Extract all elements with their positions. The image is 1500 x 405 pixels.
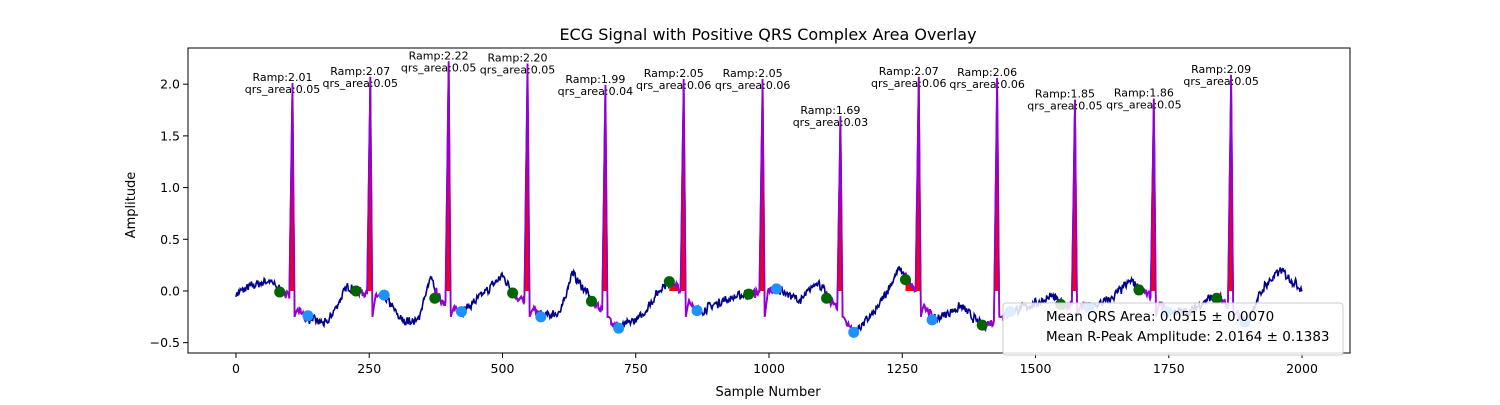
qrs-area-fill: [355, 76, 385, 292]
y-tick-label: 0.0: [160, 283, 180, 298]
r-amplitude-label: Ramp:1.85: [1035, 88, 1095, 101]
qrs-onset-marker: [821, 292, 833, 304]
x-tick-label: 1250: [886, 361, 918, 376]
y-axis-label: Amplitude: [124, 172, 139, 239]
r-amplitude-label: Ramp:1.99: [565, 73, 625, 86]
chart-title: ECG Signal with Positive QRS Complex Are…: [559, 25, 976, 44]
qrs-area-fill: [591, 85, 619, 291]
qrs-offset-marker: [455, 306, 467, 318]
qrs-area-label: qrs_area:0.05: [480, 64, 555, 77]
r-amplitude-label: Ramp:2.06: [957, 66, 1017, 79]
y-tick-label: 1.0: [160, 180, 180, 195]
qrs-area-label: qrs_area:0.05: [323, 77, 398, 90]
y-tick-label: 2.0: [160, 77, 180, 92]
y-tick-label: 0.5: [160, 232, 180, 247]
qrs-area-fill: [669, 79, 697, 291]
qrs-offset-marker: [613, 322, 625, 334]
qrs-area-label: qrs_area:0.06: [949, 78, 1024, 91]
qrs-area-fill: [826, 116, 854, 291]
qrs-segment-line: [278, 83, 309, 324]
x-tick-label: 1000: [753, 361, 785, 376]
y-tick-label: 1.5: [160, 128, 180, 143]
qrs-onset-marker: [429, 292, 441, 304]
qrs-area-label: qrs_area:0.04: [558, 85, 633, 98]
qrs-area-label: qrs_area:0.05: [1106, 99, 1181, 112]
r-amplitude-label: Ramp:2.05: [723, 67, 783, 80]
qrs-area-label: qrs_area:0.05: [245, 83, 320, 96]
r-amplitude-label: Ramp:1.69: [800, 104, 860, 117]
r-amplitude-label: Ramp:2.09: [1191, 63, 1251, 76]
plot-area: [235, 61, 1303, 338]
qrs-onset-marker: [350, 285, 362, 297]
qrs-offset-marker: [378, 289, 390, 301]
qrs-segment-line: [981, 77, 1011, 333]
x-tick-label: 500: [491, 361, 515, 376]
qrs-area-fill: [748, 79, 777, 291]
qrs-onset-marker: [274, 286, 286, 298]
qrs-segment-line: [825, 116, 855, 335]
x-tick-label: 2000: [1286, 361, 1318, 376]
qrs-area-label: qrs_area:0.05: [1183, 75, 1258, 88]
y-tick-label: −0.5: [150, 335, 180, 350]
qrs-segment-line: [668, 78, 698, 317]
legend-box: [1002, 302, 1344, 356]
qrs-area-label: qrs_area:0.05: [401, 61, 476, 74]
qrs-area-label: qrs_area:0.05: [1027, 100, 1102, 113]
x-tick-label: 1750: [1153, 361, 1185, 376]
qrs-onset-marker: [976, 319, 988, 331]
peak-annotations: Ramp:2.01qrs_area:0.05Ramp:2.07qrs_area:…: [245, 49, 1259, 129]
qrs-area-fill: [434, 61, 462, 292]
r-amplitude-label: Ramp:2.05: [644, 67, 704, 80]
r-amplitude-label: Ramp:2.07: [879, 65, 939, 78]
x-tick-label: 0: [232, 361, 240, 376]
x-tick-label: 750: [624, 361, 648, 376]
qrs-offset-marker: [848, 326, 860, 338]
qrs-offset-marker: [535, 311, 547, 323]
qrs-offset-marker: [691, 305, 703, 317]
r-amplitude-label: Ramp:2.01: [252, 71, 312, 84]
qrs-offset-marker: [302, 310, 314, 322]
qrs-offset-marker: [926, 314, 938, 326]
qrs-onset-marker: [1211, 292, 1223, 304]
legend: Mean QRS Area: 0.0515 ± 0.0070 Mean R-Pe…: [1002, 302, 1344, 356]
qrs-onset-marker: [663, 276, 675, 288]
qrs-offset-marker: [770, 283, 782, 295]
qrs-area-label: qrs_area:0.06: [715, 79, 790, 92]
qrs-onset-marker: [743, 288, 755, 300]
r-amplitude-label: Ramp:2.20: [488, 52, 548, 65]
qrs-onset-marker: [899, 274, 911, 286]
qrs-area-label: qrs_area:0.06: [871, 77, 946, 90]
qrs-area-fill: [1216, 74, 1245, 292]
r-amplitude-label: Ramp:2.07: [330, 65, 390, 78]
axes: 0 250 500 750 1000 1250 1500 1750 2000 −0.5 0.0 0.5…: [150, 47, 1351, 376]
x-axis-label: Sample Number: [715, 385, 821, 400]
qrs-area-fill: [1060, 99, 1089, 291]
legend-entry-r-peak-amplitude: Mean R-Peak Amplitude: 2.0164 ± 0.1383: [1046, 329, 1330, 345]
qrs-onset-marker: [586, 295, 598, 307]
r-amplitude-label: Ramp:2.22: [409, 49, 469, 62]
qrs-onset-marker: [1133, 284, 1145, 296]
legend-entry-qrs-area: Mean QRS Area: 0.0515 ± 0.0070: [1046, 309, 1274, 325]
qrs-onset-marker: [507, 287, 519, 299]
x-tick-label: 1500: [1020, 361, 1052, 376]
qrs-area-label: qrs_area:0.03: [793, 116, 868, 129]
qrs-area-label: qrs_area:0.06: [636, 79, 711, 92]
r-amplitude-label: Ramp:1.86: [1114, 87, 1174, 100]
x-tick-label: 250: [357, 361, 381, 376]
